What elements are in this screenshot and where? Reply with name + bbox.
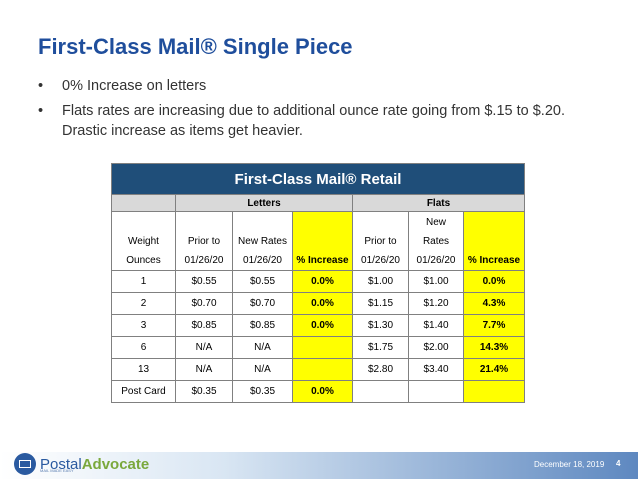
cell-flats-new: $2.00 — [408, 336, 464, 359]
cell-letters-new: $0.70 — [232, 292, 293, 315]
column-header-flats-prior: Prior to 01/26/20 — [352, 211, 409, 271]
table-row: Post Card $0.35 $0.35 0.0% — [111, 380, 525, 403]
cell-weight: 13 — [111, 358, 176, 381]
cell-letters-prior: N/A — [175, 336, 233, 359]
column-header-letters-prior: Prior to 01/26/20 — [175, 211, 233, 271]
column-header-flats-increase: % Increase — [463, 211, 525, 271]
table-row: 3 $0.85 $0.85 0.0% $1.30 $1.40 7.7% — [111, 314, 525, 337]
cell-flats-new: $1.00 — [408, 270, 464, 293]
cell-letters-prior: $0.70 — [175, 292, 233, 315]
logo-wordmark: PostalAdvocate — [40, 455, 150, 473]
bullet-list: • 0% Increase on letters • Flats rates a… — [38, 76, 598, 146]
bullet-icon: • — [38, 103, 44, 119]
cell-flats-new: $1.20 — [408, 292, 464, 315]
cell-letters-new: $0.85 — [232, 314, 293, 337]
table-row: 6 N/A N/A $1.75 $2.00 14.3% — [111, 336, 525, 359]
cell-flats-increase: 4.3% — [463, 292, 525, 315]
group-header-letters: Letters — [175, 194, 353, 212]
cell-flats-increase — [463, 380, 525, 403]
group-header-flats: Flats — [352, 194, 525, 212]
cell-flats-increase: 21.4% — [463, 358, 525, 381]
cell-weight: 6 — [111, 336, 176, 359]
cell-flats-new: $3.40 — [408, 358, 464, 381]
table-title: First-Class Mail® Retail — [111, 163, 525, 195]
envelope-icon — [14, 453, 36, 475]
cell-letters-new: $0.35 — [232, 380, 293, 403]
cell-weight: Post Card — [111, 380, 176, 403]
column-header-flats-new: New Rates 01/26/20 — [408, 211, 464, 271]
bullet-text: 0% Increase on letters — [62, 78, 207, 94]
column-header-letters-new: New Rates 01/26/20 — [232, 211, 293, 271]
column-header-letters-increase: % Increase — [292, 211, 353, 271]
cell-flats-increase: 7.7% — [463, 314, 525, 337]
table-row: 13 N/A N/A $2.80 $3.40 21.4% — [111, 358, 525, 381]
cell-flats-prior: $1.75 — [352, 336, 409, 359]
cell-letters-prior: $0.55 — [175, 270, 233, 293]
cell-flats-new: $1.40 — [408, 314, 464, 337]
footer-date: December 18, 2019 — [534, 460, 605, 469]
cell-flats-increase: 14.3% — [463, 336, 525, 359]
cell-letters-new: $0.55 — [232, 270, 293, 293]
cell-flats-new — [408, 380, 464, 403]
cell-flats-prior: $1.00 — [352, 270, 409, 293]
column-header-weight: Weight Ounces — [111, 211, 176, 271]
cell-weight: 3 — [111, 314, 176, 337]
cell-letters-increase: 0.0% — [292, 314, 353, 337]
cell-letters-prior: N/A — [175, 358, 233, 381]
cell-letters-increase: 0.0% — [292, 292, 353, 315]
cell-weight: 2 — [111, 292, 176, 315]
cell-letters-new: N/A — [232, 358, 293, 381]
bullet-text: Flats rates are increasing due to additi… — [62, 103, 565, 139]
slide-title: First-Class Mail® Single Piece — [38, 34, 353, 59]
cell-letters-prior: $0.85 — [175, 314, 233, 337]
group-header-blank — [111, 194, 176, 212]
bullet-icon: • — [38, 78, 44, 94]
footer-bar — [0, 452, 638, 479]
cell-letters-increase: 0.0% — [292, 380, 353, 403]
cell-letters-new: N/A — [232, 336, 293, 359]
postal-advocate-logo: PostalAdvocate MAIL MADE EASY — [14, 452, 149, 476]
bullet-item: • Flats rates are increasing due to addi… — [38, 101, 598, 141]
cell-flats-prior: $1.30 — [352, 314, 409, 337]
cell-letters-prior: $0.35 — [175, 380, 233, 403]
cell-flats-prior: $2.80 — [352, 358, 409, 381]
table-row: 1 $0.55 $0.55 0.0% $1.00 $1.00 0.0% — [111, 270, 525, 293]
cell-letters-increase — [292, 336, 353, 359]
cell-flats-increase: 0.0% — [463, 270, 525, 293]
cell-weight: 1 — [111, 270, 176, 293]
cell-flats-prior: $1.15 — [352, 292, 409, 315]
page-number: 4 — [616, 459, 621, 468]
logo-tagline: MAIL MADE EASY — [40, 468, 74, 473]
cell-letters-increase — [292, 358, 353, 381]
bullet-item: • 0% Increase on letters — [38, 76, 598, 96]
rates-table: First-Class Mail® Retail Letters Flats W… — [111, 163, 525, 403]
cell-flats-prior — [352, 380, 409, 403]
cell-letters-increase: 0.0% — [292, 270, 353, 293]
table-row: 2 $0.70 $0.70 0.0% $1.15 $1.20 4.3% — [111, 292, 525, 315]
